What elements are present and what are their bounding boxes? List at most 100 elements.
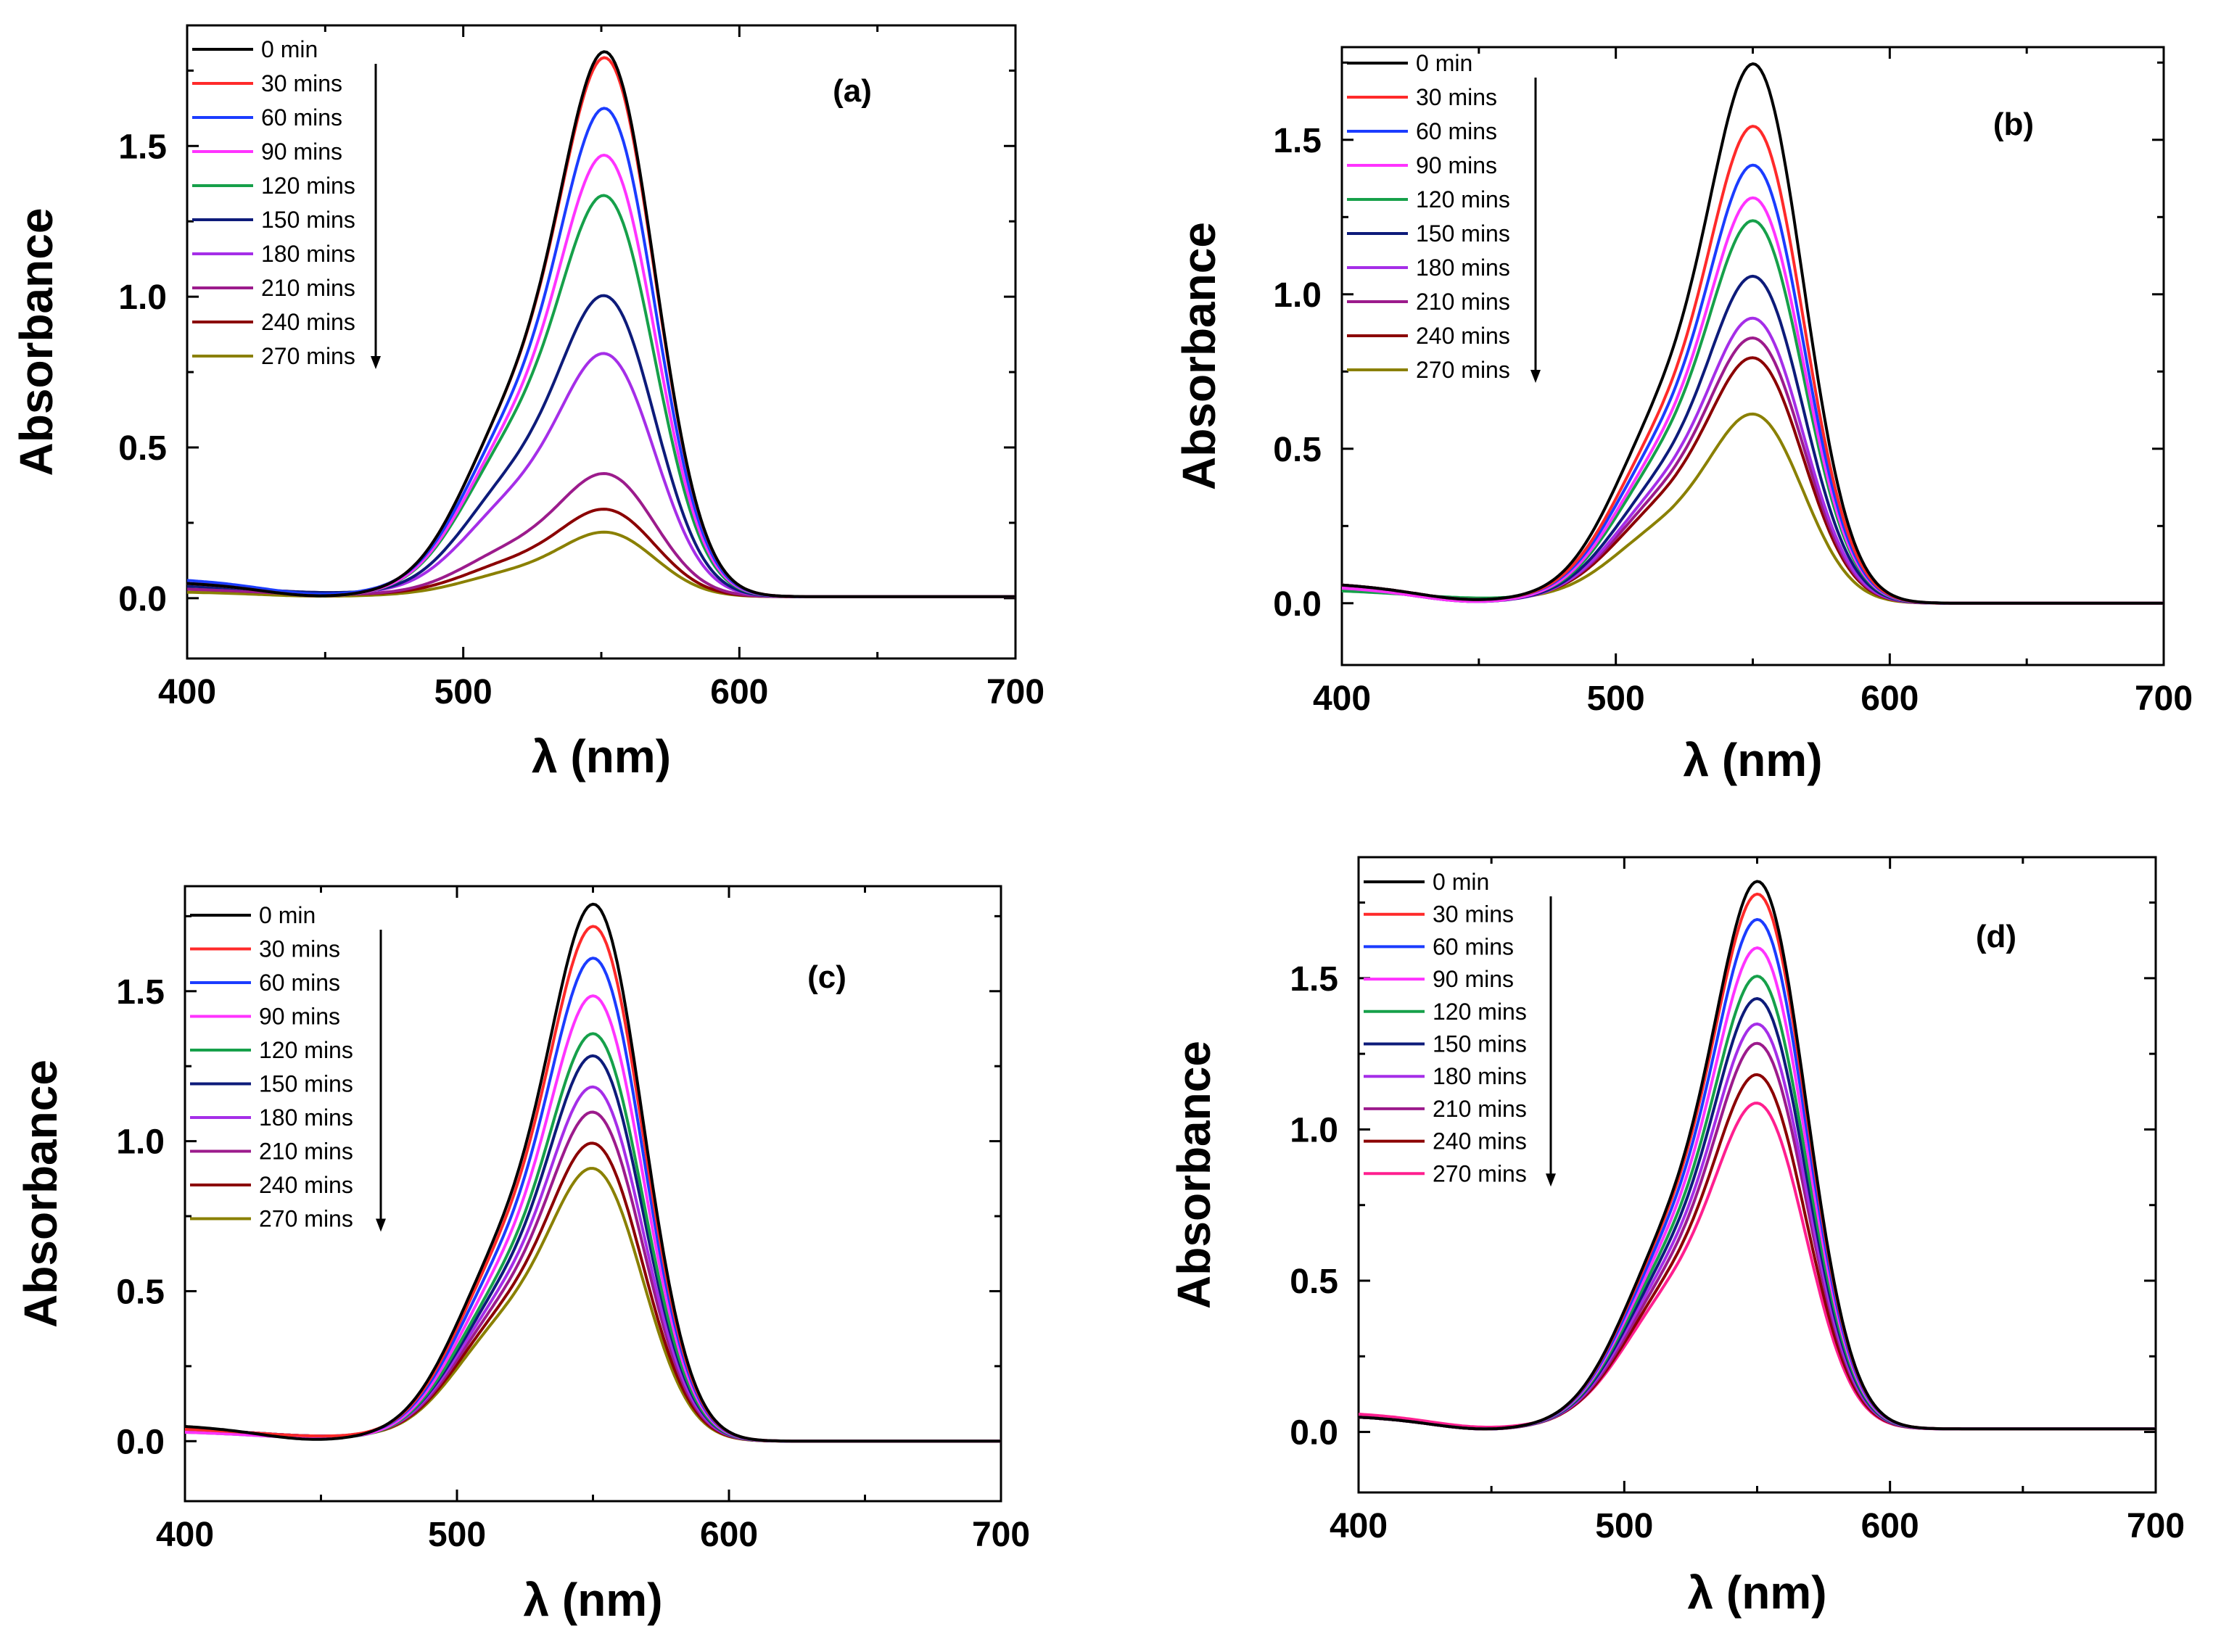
x-tick-label: 400 [158, 673, 216, 711]
y-axis-title: Absorbance [1168, 1041, 1220, 1309]
y-tick-label: 1.0 [1273, 276, 1322, 315]
legend-label: 240 mins [259, 1172, 353, 1198]
panel-label: (c) [807, 959, 846, 995]
y-tick-label: 1.0 [118, 278, 167, 317]
series-line-0-min [184, 902, 1001, 1443]
series-line-150-mins [186, 294, 1015, 598]
legend-label: 60 mins [1433, 933, 1514, 959]
legend-label: 90 mins [1433, 966, 1514, 992]
legend-label: 0 min [259, 902, 316, 928]
y-tick-label: 0.5 [118, 429, 167, 468]
panel-label: (b) [1993, 107, 2034, 142]
chart-panel-1: 400 500 600 700 0.0 0.5 1.0 1.5 λ (nm) Absorbance… [1173, 46, 2193, 786]
y-tick-label: 0.0 [1273, 585, 1322, 624]
x-tick-label: 600 [1861, 680, 1919, 718]
legend-label: 180 mins [259, 1104, 353, 1131]
y-tick-label: 0.0 [116, 1423, 165, 1461]
x-axis-title: λ (nm) [524, 1574, 663, 1626]
y-tick-label: 1.5 [1273, 122, 1322, 160]
x-tick-label: 700 [972, 1516, 1030, 1554]
y-tick-label: 0.0 [1290, 1414, 1338, 1453]
legend-label: 240 mins [261, 309, 355, 335]
x-tick-label: 600 [710, 673, 768, 711]
legend-label: 120 mins [261, 173, 355, 199]
y-tick-label: 1.5 [118, 128, 167, 166]
y-tick-label: 0.5 [1273, 431, 1322, 469]
legend-label: 210 mins [259, 1139, 353, 1165]
legend-label: 30 mins [261, 70, 342, 96]
x-axis-title: λ (nm) [1688, 1566, 1827, 1619]
y-tick-label: 1.5 [1290, 960, 1338, 999]
y-tick-label: 1.5 [116, 973, 165, 1012]
x-tick-label: 600 [700, 1516, 758, 1554]
legend-label: 180 mins [261, 241, 355, 267]
down-arrow-icon [371, 356, 381, 369]
legend-label: 0 min [1433, 869, 1489, 895]
legend-label: 30 mins [1416, 84, 1497, 110]
y-tick-label: 1.0 [1290, 1111, 1338, 1149]
y-axis-title: Absorbance [10, 208, 62, 476]
series-line-240-mins [186, 508, 1015, 598]
panel-label: (a) [833, 73, 872, 109]
series-line-0-min [1358, 880, 2156, 1431]
legend-label: 0 min [1416, 50, 1472, 76]
legend-label: 270 mins [1433, 1160, 1527, 1186]
x-tick-label: 500 [428, 1516, 486, 1554]
down-arrow-icon [376, 1218, 386, 1232]
down-arrow-icon [1530, 370, 1541, 383]
chart-panel-3: 400 500 600 700 0.0 0.5 1.0 1.5 λ (nm) Absorbance… [1168, 856, 2185, 1619]
chart-panel-2: 400 500 600 700 0.0 0.5 1.0 1.5 λ (nm) Absorbance… [15, 885, 1030, 1626]
series-line-240-mins [1341, 356, 2164, 605]
legend-label: 150 mins [261, 207, 355, 233]
legend-label: 180 mins [1416, 255, 1510, 281]
chart-panel-0: 400 500 600 700 0.0 0.5 1.0 1.5 λ (nm) Absorbance… [10, 24, 1044, 782]
legend-label: 270 mins [1416, 357, 1510, 383]
x-tick-label: 400 [1313, 680, 1371, 718]
series-line-210-mins [186, 472, 1015, 598]
legend-label: 240 mins [1433, 1128, 1527, 1155]
x-tick-label: 700 [2127, 1507, 2185, 1545]
series-line-270-mins [1341, 412, 2164, 605]
legend-label: 150 mins [259, 1071, 353, 1097]
legend-label: 180 mins [1433, 1063, 1527, 1089]
x-tick-label: 700 [986, 673, 1044, 711]
x-tick-label: 700 [2135, 680, 2193, 718]
x-axis-title: λ (nm) [1684, 734, 1823, 786]
x-tick-label: 400 [156, 1516, 214, 1554]
x-axis-title: λ (nm) [532, 730, 671, 782]
x-tick-label: 600 [1861, 1507, 1919, 1545]
legend-label: 60 mins [1416, 118, 1497, 144]
x-tick-label: 400 [1330, 1507, 1388, 1545]
series-line-0-min [186, 50, 1015, 598]
legend-label: 90 mins [1416, 152, 1497, 178]
series-line-60-mins [184, 957, 1001, 1443]
legend-label: 60 mins [259, 970, 340, 996]
legend-label: 240 mins [1416, 323, 1510, 349]
legend-label: 270 mins [259, 1206, 353, 1232]
legend-label: 60 mins [261, 104, 342, 131]
legend-label: 150 mins [1433, 1031, 1527, 1057]
y-tick-label: 1.0 [116, 1123, 165, 1162]
legend-label: 210 mins [1416, 289, 1510, 315]
x-tick-label: 500 [1587, 680, 1645, 718]
y-tick-label: 0.5 [116, 1273, 165, 1311]
legend-label: 120 mins [1433, 999, 1527, 1025]
legend-label: 270 mins [261, 343, 355, 369]
series-line-270-mins [186, 530, 1015, 598]
legend-label: 210 mins [1433, 1096, 1527, 1122]
legend-label: 120 mins [1416, 186, 1510, 212]
y-axis-title: Absorbance [1173, 222, 1225, 490]
legend-label: 120 mins [259, 1037, 353, 1063]
x-tick-label: 500 [1595, 1507, 1653, 1545]
y-axis-title: Absorbance [15, 1060, 67, 1328]
legend-label: 90 mins [261, 139, 342, 165]
x-tick-label: 500 [434, 673, 493, 711]
legend-label: 0 min [261, 36, 318, 62]
legend-label: 30 mins [1433, 901, 1514, 928]
legend-label: 210 mins [261, 275, 355, 301]
y-tick-label: 0.0 [118, 580, 167, 619]
legend-label: 30 mins [259, 936, 340, 962]
legend-label: 90 mins [259, 1004, 340, 1030]
panel-label: (d) [1976, 919, 2016, 954]
